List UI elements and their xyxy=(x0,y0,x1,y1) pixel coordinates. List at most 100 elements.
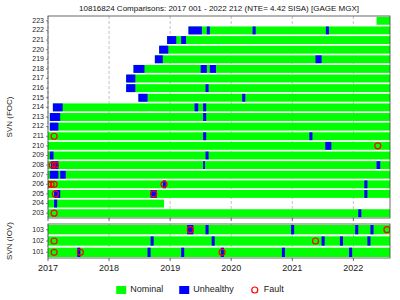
interval-bar xyxy=(126,75,135,83)
interval-bar xyxy=(138,94,147,102)
y-tick xyxy=(46,203,48,204)
interval-bar xyxy=(181,36,186,44)
y-tick xyxy=(46,241,48,242)
y-tick-label: 204 xyxy=(32,199,44,206)
interval-bar xyxy=(377,161,381,169)
interval-bar xyxy=(48,248,390,257)
interval-bar xyxy=(203,132,206,140)
interval-bar xyxy=(210,65,216,73)
x-tick xyxy=(170,258,171,261)
interval-bar xyxy=(60,171,65,179)
interval-bar xyxy=(187,225,193,234)
y-tick xyxy=(46,68,48,69)
x-tick-label: 2022 xyxy=(343,263,363,273)
interval-bar xyxy=(201,65,207,73)
interval-bar xyxy=(159,46,390,54)
y-tick-label: 206 xyxy=(32,180,44,187)
interval-bar xyxy=(188,26,390,34)
interval-bar xyxy=(126,84,390,92)
x-tick xyxy=(109,258,110,261)
y-tick-label: 218 xyxy=(32,65,44,72)
interval-bar xyxy=(126,75,390,83)
legend-label: Unhealthy xyxy=(193,284,234,294)
x-tick xyxy=(48,218,49,221)
interval-bar xyxy=(138,94,390,102)
plot-area xyxy=(48,225,390,257)
interval-bar xyxy=(50,123,59,131)
interval-bar xyxy=(155,55,163,63)
x-tick xyxy=(353,218,354,221)
interval-bar xyxy=(206,152,209,160)
legend-label: Fault xyxy=(264,284,285,294)
interval-bar xyxy=(50,113,390,121)
interval-bar xyxy=(48,171,390,179)
y-tick xyxy=(46,30,48,31)
interval-bar xyxy=(48,180,390,188)
interval-bar xyxy=(50,171,59,179)
y-tick-label: 212 xyxy=(32,122,44,129)
y-tick-label: 220 xyxy=(32,46,44,53)
x-tick-label: 2021 xyxy=(282,263,302,273)
interval-bar xyxy=(155,55,390,63)
background xyxy=(0,0,400,300)
interval-bar xyxy=(50,123,390,131)
fault-marker xyxy=(51,210,57,216)
y-tick-label: 210 xyxy=(32,142,44,149)
series xyxy=(51,227,390,256)
y-tick xyxy=(46,193,48,194)
series xyxy=(48,225,390,257)
chart-root: 2032042052062072082092102112122132142152… xyxy=(0,0,400,300)
x-tick xyxy=(48,258,49,261)
series xyxy=(77,225,373,257)
y-tick xyxy=(46,155,48,156)
y-tick-label: 216 xyxy=(32,84,44,91)
interval-bar xyxy=(53,103,390,111)
x-tick xyxy=(231,218,232,221)
y-tick xyxy=(46,97,48,98)
y-tick-label: 217 xyxy=(32,74,44,81)
y-tick-label: 102 xyxy=(32,237,44,244)
x-tick-label: 2020 xyxy=(221,263,241,273)
y-tick-label: 203 xyxy=(32,209,44,216)
interval-bar xyxy=(48,225,390,234)
y-tick xyxy=(46,252,48,253)
interval-bar xyxy=(53,103,63,111)
interval-bar xyxy=(48,209,390,217)
interval-bar xyxy=(322,236,325,245)
x-tick-label: 2019 xyxy=(160,263,180,273)
interval-bar xyxy=(203,113,206,121)
interval-bar xyxy=(48,132,390,140)
legend-symbol xyxy=(179,286,189,294)
interval-bar xyxy=(253,26,256,34)
interval-bar xyxy=(340,236,343,245)
panel: 2032042052062072082092102112122132142152… xyxy=(5,4,390,221)
y-tick xyxy=(46,126,48,127)
fault-marker xyxy=(51,249,57,255)
y-tick xyxy=(46,59,48,60)
x-tick xyxy=(109,218,110,221)
interval-bar xyxy=(282,248,285,257)
x-tick xyxy=(170,218,171,221)
interval-bar xyxy=(315,55,321,63)
fault-marker xyxy=(384,227,390,233)
y-tick xyxy=(46,20,48,21)
interval-bar xyxy=(325,142,331,150)
y-tick xyxy=(46,49,48,50)
y-tick-label: 207 xyxy=(32,171,44,178)
interval-bar xyxy=(48,142,390,150)
y-tick-label: 211 xyxy=(33,132,44,139)
y-tick-label: 103 xyxy=(32,226,44,233)
fault-marker xyxy=(77,249,83,255)
x-tick xyxy=(231,258,232,261)
y-tick xyxy=(46,184,48,185)
y-tick-label: 222 xyxy=(32,26,44,33)
y-tick xyxy=(46,88,48,89)
interval-bar xyxy=(377,17,390,25)
y-axis-label: SVN (FOC) xyxy=(5,96,14,137)
interval-bar xyxy=(134,65,145,73)
y-tick-label: 223 xyxy=(32,17,44,24)
x-tick xyxy=(292,218,293,221)
legend-symbol xyxy=(252,287,258,293)
series xyxy=(48,17,390,217)
interval-bar xyxy=(126,84,135,92)
